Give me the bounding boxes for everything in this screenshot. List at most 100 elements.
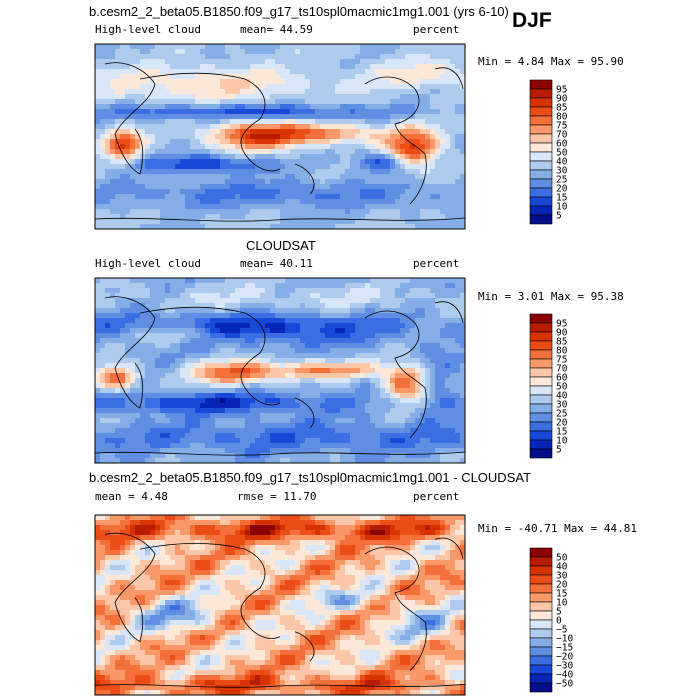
map-frame (94, 514, 466, 696)
colorbar-swatch-1-15 (529, 448, 553, 459)
map-field (95, 515, 466, 696)
colorbar-tick-label: 85 (556, 337, 567, 348)
colorbar-tick-label: 5 (556, 607, 562, 618)
colorbar-tick-label: 25 (556, 409, 567, 420)
colorbar-tick-label: −10 (556, 634, 573, 645)
colorbar-tick-label: 10 (556, 598, 568, 609)
panel3-title: b.cesm2_2_beta05.B1850.f09_g17_ts10spl0m… (89, 470, 532, 485)
panel3-minmax-label: Min = -40.71 Max = 44.81 (478, 522, 637, 535)
colorbar-tick-label: 15 (556, 589, 567, 600)
panel1-units-label: percent (413, 23, 460, 36)
colorbar-swatch-0-2 (529, 97, 553, 108)
panel1-minmax-label: Min = 4.84 Max = 95.90 (478, 55, 624, 68)
colorbar-tick-label: 70 (556, 130, 568, 141)
colorbar-tick-label: 0 (556, 616, 562, 627)
colorbar-tick-label: 75 (556, 355, 567, 366)
colorbar-tick-label: −30 (556, 661, 573, 672)
colorbar-swatch-0-9 (529, 160, 553, 171)
panel2-map (94, 277, 466, 464)
colorbar-swatch-1-4 (529, 349, 553, 360)
panel2-variable-label: High-level cloud (95, 257, 201, 270)
colorbar-tick-label: 20 (556, 184, 568, 195)
colorbar-tick-label: 40 (556, 391, 568, 402)
colorbar-swatch-0-15 (529, 214, 553, 225)
colorbar-swatch-2-4 (529, 583, 553, 594)
colorbar-tick-label: 30 (556, 166, 568, 177)
colorbar-swatch-2-1 (529, 556, 553, 567)
panel2-minmax-label: Min = 3.01 Max = 95.38 (478, 290, 624, 303)
colorbar-swatch-0-10 (529, 169, 553, 180)
colorbar-tick-label: −50 (556, 679, 573, 690)
colorbar-tick-label: 20 (556, 418, 568, 429)
colorbar-swatch-0-12 (529, 187, 553, 198)
colorbar-swatch-0-5 (529, 124, 553, 135)
panel1-mean-label: mean= 44.59 (240, 23, 313, 36)
colorbar-swatch-2-6 (529, 601, 553, 612)
colorbar-tick-label: 90 (556, 94, 568, 105)
colorbar-tick-label: 90 (556, 328, 568, 339)
panel2-units-label: percent (413, 257, 460, 270)
colorbar-tick-label: 10 (556, 202, 568, 213)
colorbar-tick-label: 40 (556, 157, 568, 168)
colorbar-tick-label: 30 (556, 571, 568, 582)
panel2-title: CLOUDSAT (246, 238, 316, 253)
colorbar-tick-label: 50 (556, 553, 568, 564)
colorbar-swatch-2-14 (529, 673, 553, 684)
map-frame (94, 277, 466, 464)
colorbar-swatch-1-1 (529, 322, 553, 333)
map-frame (94, 43, 466, 230)
colorbar-tick-label: −5 (556, 625, 567, 636)
colorbar-tick-label: 25 (556, 175, 567, 186)
panel1-variable-label: High-level cloud (95, 23, 201, 36)
coastlines (94, 296, 466, 456)
colorbar-swatch-2-12 (529, 655, 553, 666)
panel1-title: b.cesm2_2_beta05.B1850.f09_g17_ts10spl0m… (89, 4, 509, 19)
colorbar-swatch-0-0 (529, 79, 553, 90)
map-field (95, 278, 466, 464)
colorbar-tick-label: 70 (556, 364, 568, 375)
colorbar-swatch-1-10 (529, 403, 553, 414)
colorbar-tick-label: 50 (556, 148, 568, 159)
colorbar-tick-label: 95 (556, 319, 567, 330)
colorbar-tick-label: 10 (556, 436, 568, 447)
colorbar-swatch-1-13 (529, 430, 553, 441)
colorbar-tick-label: 15 (556, 193, 567, 204)
colorbar-swatch-1-3 (529, 340, 553, 351)
colorbar-tick-label: 30 (556, 400, 568, 411)
colorbar-swatch-1-8 (529, 385, 553, 396)
colorbar-swatch-2-7 (529, 610, 553, 621)
colorbar-swatch-0-13 (529, 196, 553, 207)
colorbar-tick-label: 60 (556, 139, 568, 150)
colorbar-swatch-0-11 (529, 178, 553, 189)
colorbar-swatch-2-2 (529, 565, 553, 576)
coastlines (94, 532, 466, 688)
colorbar-swatch-0-7 (529, 142, 553, 153)
colorbar-swatch-2-15 (529, 682, 553, 693)
colorbar-swatch-0-14 (529, 205, 553, 216)
panel2-mean-label: mean= 40.11 (240, 257, 313, 270)
colorbar-swatch-1-11 (529, 412, 553, 423)
colorbar-swatch-1-6 (529, 367, 553, 378)
colorbar-tick-label: 60 (556, 373, 568, 384)
colorbar-swatch-2-11 (529, 646, 553, 657)
colorbar-swatch-1-14 (529, 439, 553, 450)
colorbar-swatch-2-10 (529, 637, 553, 648)
season-label: DJF (512, 9, 552, 32)
colorbar-tick-label: −15 (556, 643, 573, 654)
colorbar-tick-label: 50 (556, 382, 568, 393)
colorbar-tick-label: 80 (556, 112, 568, 123)
colorbar-swatch-0-8 (529, 151, 553, 162)
colorbar-tick-label: 75 (556, 121, 567, 132)
colorbar-swatch-1-9 (529, 394, 553, 405)
colorbar-tick-label: −20 (556, 652, 573, 663)
colorbar-swatch-1-12 (529, 421, 553, 432)
colorbar-swatch-1-7 (529, 376, 553, 387)
panel3-mean-label: mean = 4.48 (95, 490, 168, 503)
map-field (95, 44, 466, 230)
colorbar-tick-label: 15 (556, 427, 567, 438)
colorbar-swatch-2-0 (529, 547, 553, 558)
colorbar-tick-label: 95 (556, 85, 567, 96)
